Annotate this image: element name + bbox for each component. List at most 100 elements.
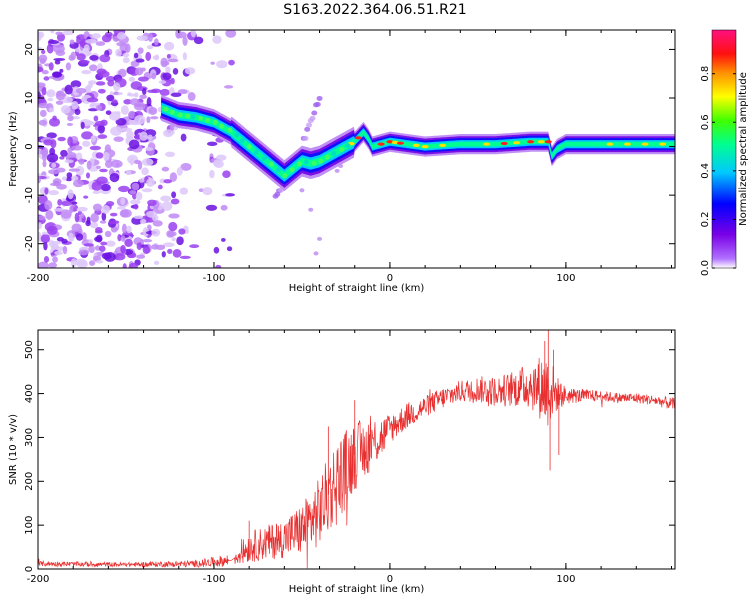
- noise-speckle: [38, 261, 49, 268]
- top-ytick-label: 20: [24, 43, 35, 56]
- trace-hotspot: [483, 142, 491, 146]
- noise-speckle: [129, 157, 135, 166]
- noise-speckle: [39, 58, 46, 65]
- noise-speckle: [128, 139, 140, 150]
- noise-speckle: [120, 234, 126, 242]
- noise-speckle: [161, 251, 166, 258]
- noise-speckle: [124, 43, 131, 53]
- noise-speckle: [64, 159, 74, 164]
- noise-speckle: [148, 106, 158, 115]
- trace-blob: [331, 150, 337, 156]
- trace-speckle: [313, 251, 319, 256]
- secondary-trace-blob: [305, 122, 312, 128]
- noise-speckle: [48, 107, 55, 113]
- noise-speckle: [128, 76, 136, 82]
- noise-speckle: [129, 199, 141, 205]
- top-xtick-label: -100: [203, 273, 226, 284]
- noise-speckle: [136, 254, 146, 259]
- bot-xtick-label: 100: [556, 574, 575, 585]
- trace-blob: [345, 143, 351, 149]
- noise-speckle: [71, 175, 79, 182]
- noise-speckle: [89, 64, 98, 72]
- noise-speckle: [115, 118, 127, 126]
- trace-blob: [198, 115, 204, 121]
- noise-speckle: [60, 105, 71, 114]
- noise-speckle: [48, 262, 58, 268]
- noise-speckle: [128, 110, 136, 119]
- noise-speckle: [180, 133, 187, 142]
- noise-speckle: [48, 62, 54, 71]
- noise-speckle: [133, 203, 139, 210]
- noise-speckle: [202, 187, 213, 196]
- noise-speckle: [81, 131, 93, 140]
- noise-speckle: [126, 130, 134, 140]
- noise-speckle: [59, 68, 64, 73]
- noise-speckle: [145, 51, 152, 61]
- noise-speckle: [66, 172, 73, 179]
- noise-speckle: [38, 231, 42, 240]
- noise-speckle: [51, 162, 57, 168]
- noise-speckle: [105, 240, 116, 247]
- colorbar-gradient: [712, 30, 736, 268]
- top-ytick-label: 0: [24, 143, 35, 149]
- noise-speckle: [41, 87, 47, 96]
- trace-hotspot: [439, 143, 447, 147]
- noise-speckle: [90, 135, 96, 143]
- noise-speckle: [59, 156, 65, 160]
- noise-speckle: [88, 108, 98, 112]
- noise-speckle: [38, 66, 44, 73]
- noise-speckle: [171, 237, 176, 242]
- noise-speckle: [99, 168, 108, 173]
- noise-speckle: [97, 63, 103, 71]
- noise-speckle: [74, 258, 87, 266]
- noise-speckle: [170, 92, 182, 97]
- noise-speckle: [85, 220, 91, 227]
- trace-speckle: [334, 168, 340, 173]
- noise-speckle: [40, 233, 51, 244]
- noise-speckle: [119, 209, 129, 218]
- noise-speckle: [42, 160, 47, 168]
- noise-speckle: [139, 94, 148, 100]
- noise-speckle: [70, 258, 78, 268]
- trace-hotspot: [513, 141, 521, 145]
- bot-ytick-label: 100: [24, 516, 35, 535]
- noise-speckle: [139, 178, 145, 183]
- noise-speckle: [151, 228, 161, 237]
- noise-speckle: [65, 177, 73, 182]
- trace-hotspot: [641, 142, 649, 146]
- noise-speckle: [167, 248, 173, 254]
- noise-speckle: [81, 70, 92, 75]
- noise-speckle: [135, 67, 144, 76]
- noise-speckle: [68, 232, 74, 242]
- noise-speckle: [94, 120, 105, 127]
- noise-speckle: [189, 244, 200, 249]
- noise-speckle: [101, 204, 111, 214]
- noise-speckle: [100, 241, 108, 246]
- noise-speckle: [86, 160, 92, 170]
- noise-speckle: [53, 208, 65, 212]
- noise-speckle: [161, 166, 170, 172]
- top-ytick-label: -10: [24, 187, 35, 203]
- noise-speckle: [222, 170, 231, 179]
- noise-speckle: [88, 80, 97, 85]
- noise-speckle: [86, 172, 91, 179]
- noise-speckle: [52, 178, 62, 186]
- trace-blob: [261, 155, 267, 161]
- noise-speckle: [165, 66, 171, 74]
- noise-speckle: [131, 182, 140, 191]
- trace-blob: [339, 146, 345, 152]
- noise-speckle: [76, 53, 86, 61]
- noise-speckle: [128, 262, 138, 268]
- noise-speckle: [115, 48, 122, 57]
- noise-speckle: [85, 84, 92, 93]
- noise-speckle: [67, 114, 74, 122]
- trace-blob: [318, 158, 324, 164]
- noise-speckle: [109, 212, 118, 217]
- noise-speckle: [121, 223, 127, 234]
- noise-speckle: [43, 139, 54, 146]
- noise-speckle: [38, 119, 48, 126]
- noise-speckle: [80, 121, 85, 130]
- noise-speckle: [152, 55, 159, 60]
- noise-speckle: [51, 71, 62, 78]
- noise-speckle: [50, 30, 55, 34]
